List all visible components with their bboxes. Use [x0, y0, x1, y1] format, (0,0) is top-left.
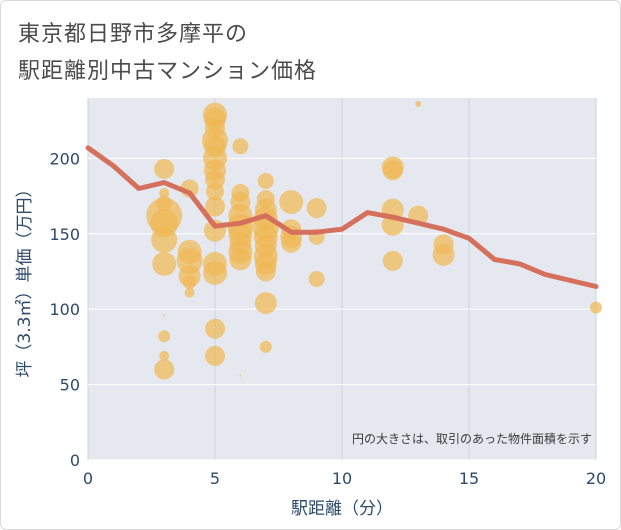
x-tick-labels: 0 5 10 15 20	[83, 469, 606, 488]
bubble-point	[159, 350, 170, 361]
bubble-point	[151, 226, 178, 253]
bubble-point	[308, 271, 325, 287]
chart-title-line2: 駅距離別中古マンション価格	[18, 59, 318, 84]
bubble-point	[154, 359, 175, 380]
y-tick-label: 150	[49, 225, 80, 244]
x-axis-title: 駅距離（分）	[291, 499, 393, 519]
bubble-point	[239, 374, 242, 377]
bubble-size-note: 円の大きさは、取引のあった物件面積を示す	[352, 431, 592, 446]
bubble-point	[382, 250, 403, 271]
x-tick-label: 0	[83, 469, 93, 488]
x-tick-label: 20	[586, 469, 606, 488]
bubble-point	[232, 138, 249, 155]
bubble-series	[146, 101, 602, 380]
y-tick-label: 200	[49, 149, 80, 168]
bubble-point	[206, 182, 224, 201]
bubble-point	[432, 243, 455, 266]
bubble-point	[257, 172, 274, 189]
bubble-point	[281, 232, 302, 253]
y-tick-label: 50	[60, 376, 80, 395]
bubble-point	[205, 318, 225, 339]
bubble-point	[205, 196, 225, 217]
chart-title-line1: 東京都日野市多摩平の	[18, 22, 249, 47]
bubble-point	[152, 251, 177, 276]
bubble-point	[184, 287, 195, 298]
trend-line	[85, 145, 599, 289]
bubble-point	[255, 261, 276, 282]
bubble-point	[154, 158, 175, 179]
bubble-point	[205, 345, 225, 366]
bubble-point	[229, 248, 252, 271]
y-tick-labels: 0 50 100 150 200	[49, 149, 80, 470]
y-tick-label: 100	[49, 300, 80, 319]
x-tick-label: 10	[332, 469, 352, 488]
bubble-point	[382, 160, 403, 181]
bubble-point	[182, 275, 197, 290]
bubble-point	[159, 188, 170, 199]
bubble-point	[203, 260, 227, 285]
bubble-point	[259, 340, 272, 353]
bubble-point	[254, 292, 277, 315]
y-axis-title: 坪（3.3㎡）単価（万円）	[15, 180, 35, 377]
x-tick-label: 15	[459, 469, 479, 488]
bubble-point	[158, 330, 171, 343]
bubble-point	[163, 314, 166, 317]
y-tick-label: 0	[70, 451, 80, 470]
bubble-point	[590, 301, 602, 314]
x-tick-label: 5	[210, 469, 220, 488]
bubble-point	[279, 190, 304, 215]
bubble-point	[306, 198, 327, 219]
bubble-point	[415, 101, 422, 108]
